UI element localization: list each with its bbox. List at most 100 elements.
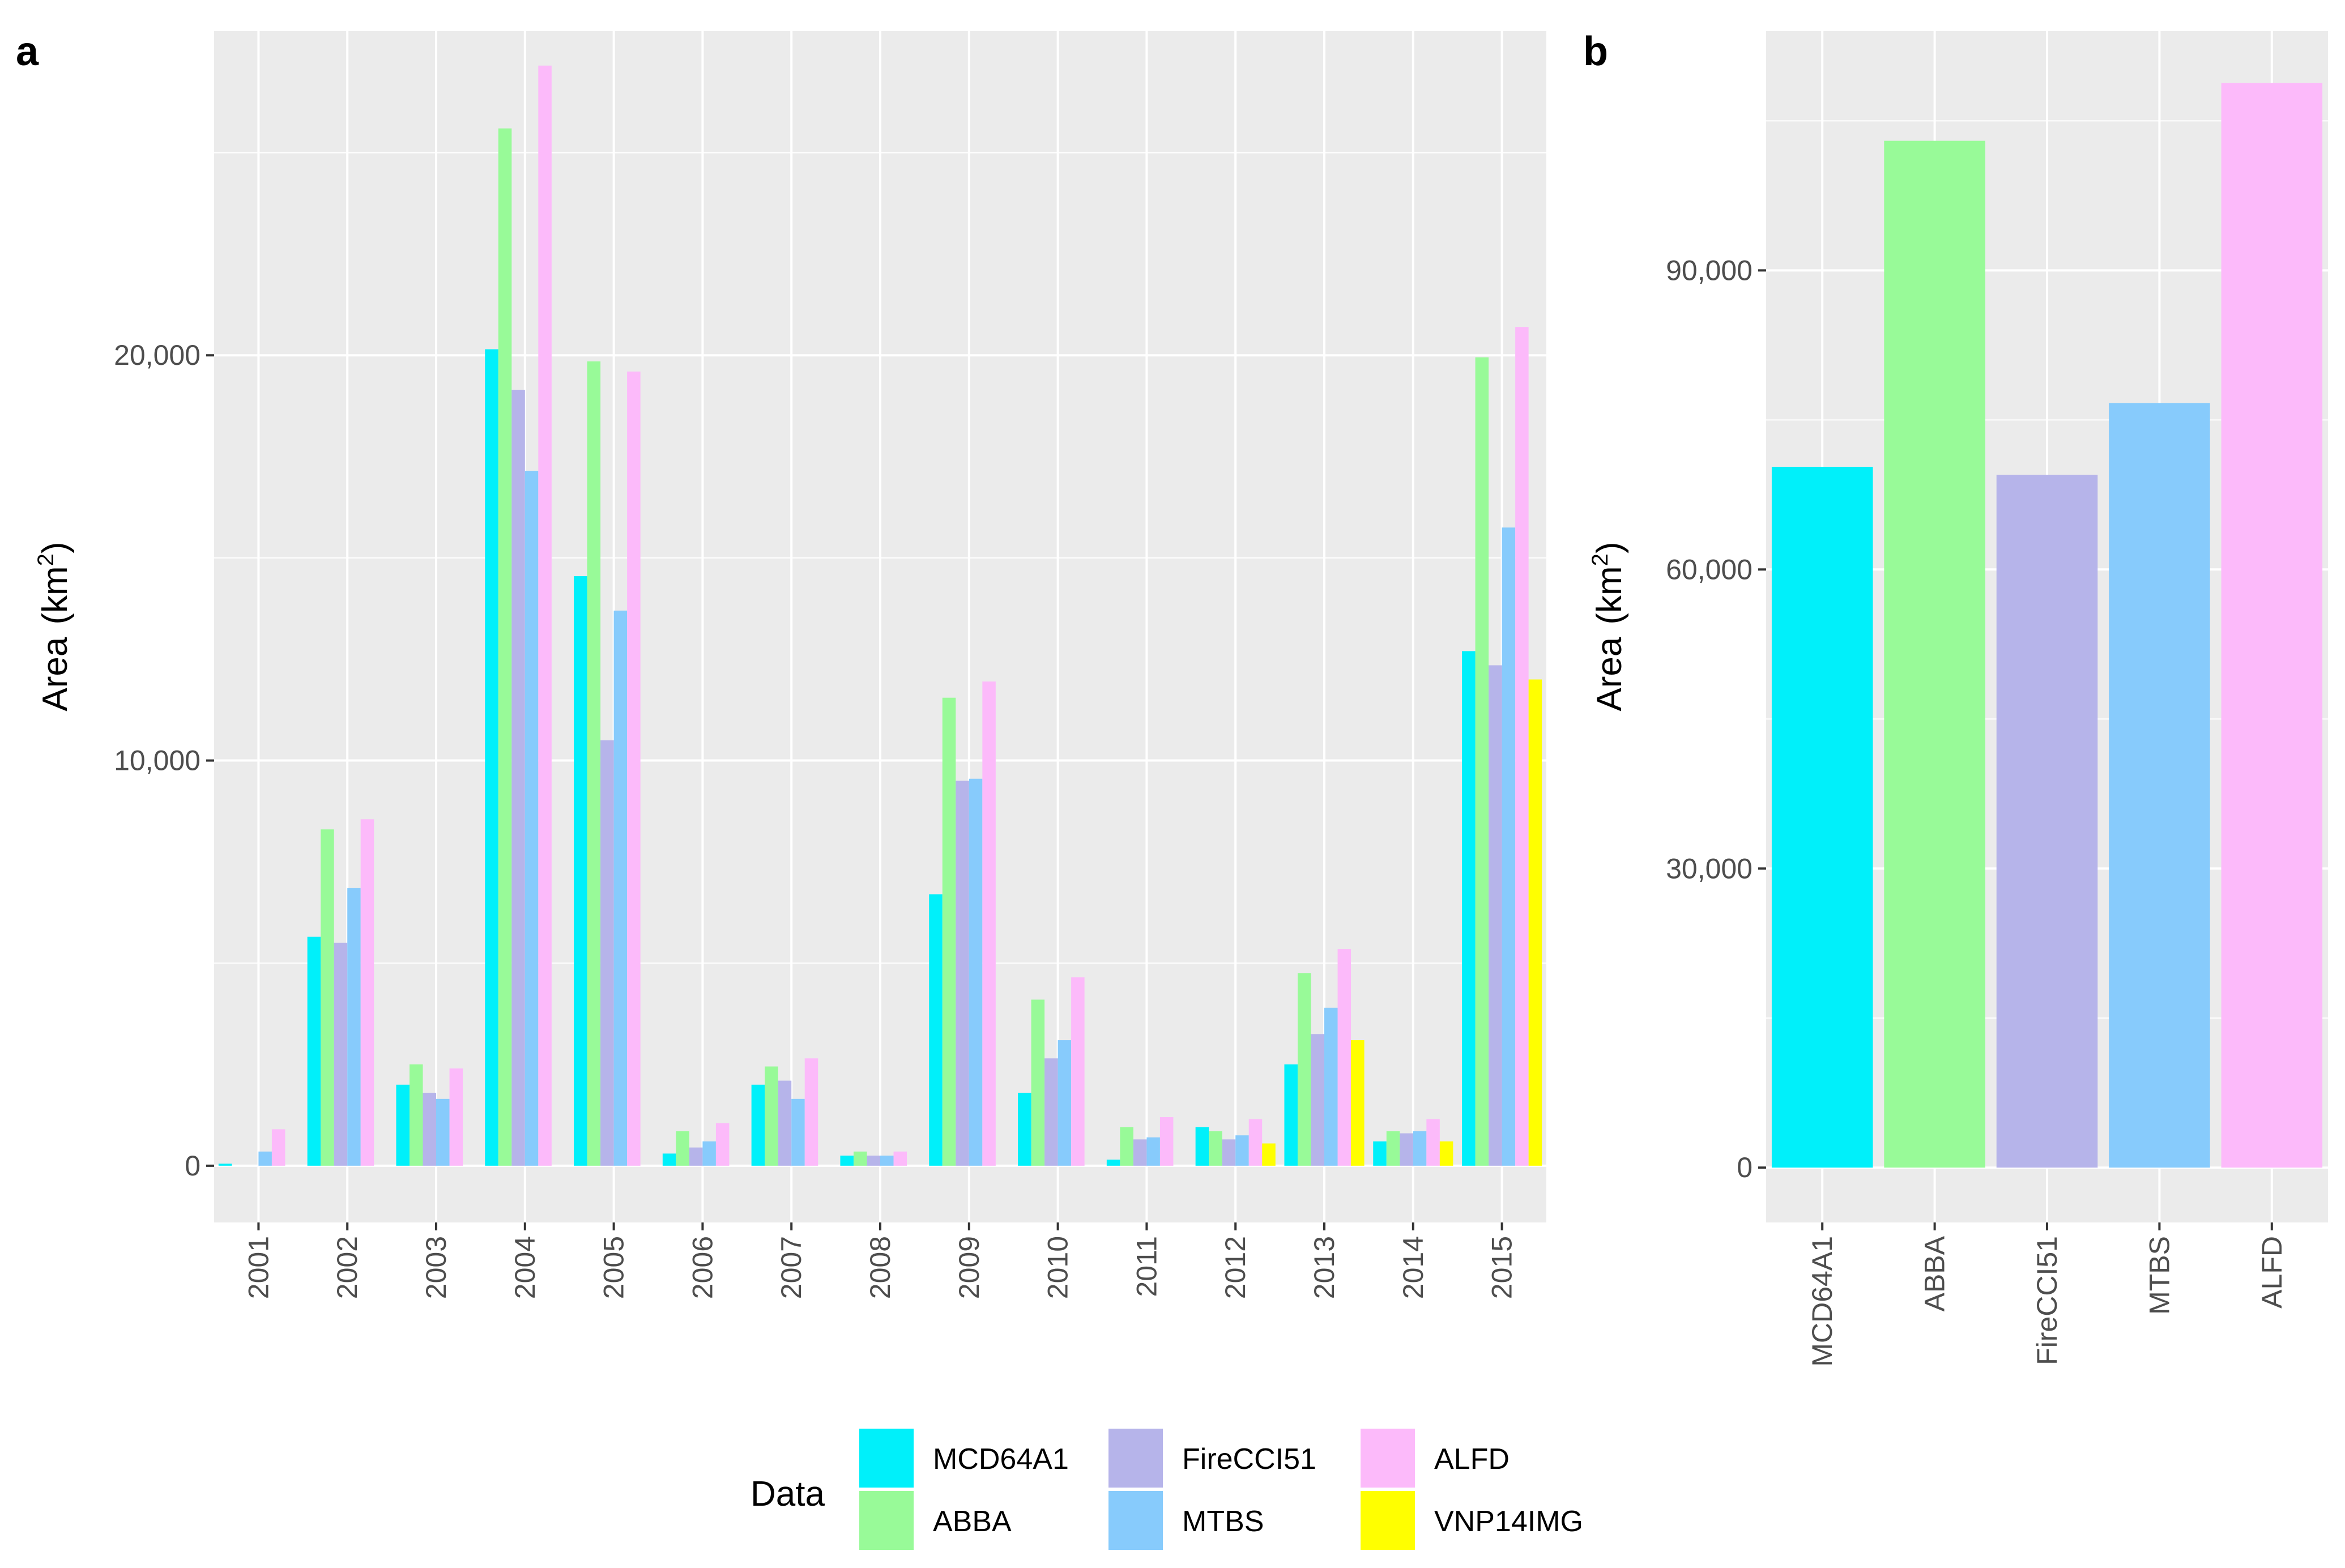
bar-mtbs-2004 xyxy=(525,471,539,1166)
bar-mcd64a1-2004 xyxy=(485,349,498,1166)
legend-label-vnp14img: VNP14IMG xyxy=(1434,1505,1583,1538)
panel-b-x-tick-label: ABBA xyxy=(1919,1235,1951,1311)
bar-abba-2003 xyxy=(409,1064,423,1166)
bar-mtbs-2013 xyxy=(1324,1007,1338,1166)
legend-swatch-mtbs xyxy=(1106,1489,1165,1552)
panel-a-x-tick-label: 2010 xyxy=(1042,1236,1074,1299)
bar-firecci51-2003 xyxy=(423,1093,436,1166)
bar-alfd-2007 xyxy=(804,1058,818,1166)
bar-alfd-2006 xyxy=(715,1123,730,1166)
bar-mtbs-2014 xyxy=(1413,1131,1427,1166)
bar-abba-2012 xyxy=(1209,1131,1222,1166)
legend-swatch-alfd xyxy=(1358,1426,1417,1490)
bar-abba-2010 xyxy=(1031,999,1045,1166)
bar-alfd-2003 xyxy=(449,1068,463,1166)
panel-a-x-tick-label: 2013 xyxy=(1308,1236,1340,1299)
bar-mcd64a1-2010 xyxy=(1018,1093,1031,1166)
bar-abba-2014 xyxy=(1386,1131,1400,1166)
bar-vnp14img-2013 xyxy=(1351,1040,1365,1166)
panel-a-x-tick-label: 2008 xyxy=(864,1236,896,1299)
panel-a-y-tick-label: 10,000 xyxy=(114,745,201,777)
bar-mtbs-2011 xyxy=(1146,1137,1160,1166)
panel-a-x-tick-label: 2004 xyxy=(509,1236,541,1299)
panel-a-x-tick-label: 2009 xyxy=(953,1236,985,1299)
bar-abba-2015 xyxy=(1475,357,1489,1166)
bar-firecci51-2015 xyxy=(1489,665,1502,1166)
bar-mcd64a1-2002 xyxy=(307,936,321,1166)
legend: Data MCD64A1 ABBA FireCCI51 MTBS ALFD VNP14IM… xyxy=(751,1426,1583,1552)
panel-a-x-tick-label: 2012 xyxy=(1220,1236,1251,1299)
bar-mcd64a1-2001 xyxy=(218,1164,232,1166)
bar-mcd64a1-2012 xyxy=(1195,1127,1209,1166)
panel-b-x-tick-label: MTBS xyxy=(2143,1236,2175,1315)
panel-b-y-axis-title-unit: (km xyxy=(1590,566,1629,624)
bar-abba-2004 xyxy=(498,128,512,1166)
bar-alfd-2010 xyxy=(1071,977,1085,1166)
panel-a-x-tick-label: 2014 xyxy=(1397,1236,1429,1299)
bar-alfd-2005 xyxy=(627,371,641,1166)
panel-a-y-axis-title-close: ) xyxy=(36,542,75,553)
panel-a-x-tick-label: 2007 xyxy=(775,1236,807,1299)
bar-mcd64a1-2013 xyxy=(1284,1064,1298,1166)
bar-mcd64a1-2015 xyxy=(1462,651,1476,1166)
bar-total-firecci51 xyxy=(1996,475,2098,1168)
bar-total-mtbs xyxy=(2109,403,2210,1168)
bar-alfd-2002 xyxy=(360,819,374,1166)
legend-swatch-firecci51 xyxy=(1106,1426,1165,1490)
bar-vnp14img-2012 xyxy=(1262,1143,1276,1166)
bar-alfd-2004 xyxy=(538,65,552,1166)
panel-a-x-tick-label: 2011 xyxy=(1131,1236,1162,1297)
panel-a-x-tick-label: 2006 xyxy=(687,1236,718,1299)
bar-vnp14img-2015 xyxy=(1528,679,1542,1166)
panel-a-x-tick-label: 2005 xyxy=(598,1236,630,1299)
bar-abba-2011 xyxy=(1120,1127,1133,1166)
bar-mcd64a1-2006 xyxy=(662,1153,676,1166)
panel-b-label: b xyxy=(1583,29,1608,74)
panel-a-y-axis-title-unit: (km xyxy=(36,566,75,624)
panel-a-x-tick-label: 2002 xyxy=(331,1236,363,1299)
bar-alfd-2015 xyxy=(1515,327,1529,1166)
bar-mtbs-2010 xyxy=(1058,1040,1072,1166)
bar-firecci51-2011 xyxy=(1133,1139,1147,1166)
panel-a-y-axis-title-sup: 2 xyxy=(33,553,58,566)
bar-firecci51-2004 xyxy=(511,390,525,1166)
panel-a-x-tick-label: 2001 xyxy=(242,1236,274,1299)
bar-abba-2009 xyxy=(942,697,956,1166)
bar-abba-2005 xyxy=(587,361,601,1166)
bar-alfd-2011 xyxy=(1159,1117,1174,1166)
bar-alfd-2013 xyxy=(1337,949,1351,1166)
bar-mtbs-2009 xyxy=(969,778,983,1166)
bar-firecci51-2007 xyxy=(778,1080,792,1166)
bar-alfd-2009 xyxy=(982,681,996,1166)
bar-mtbs-2001 xyxy=(258,1151,272,1166)
legend-title: Data xyxy=(751,1475,825,1514)
legend-swatch-mcd64a1 xyxy=(857,1426,916,1490)
bar-mtbs-2007 xyxy=(791,1098,805,1166)
bar-abba-2006 xyxy=(676,1131,689,1166)
panel-b-y-axis-title-main: Area xyxy=(1590,637,1629,711)
legend-swatch-abba xyxy=(857,1489,916,1552)
bar-mcd64a1-2005 xyxy=(574,576,587,1166)
panel-a-label: a xyxy=(16,29,39,74)
bar-alfd-2012 xyxy=(1248,1119,1263,1166)
bar-firecci51-2010 xyxy=(1044,1058,1058,1166)
panel-b-y-axis-title-sup: 2 xyxy=(1588,553,1613,566)
panel-a-y-axis-title-main: Area xyxy=(36,637,75,711)
bar-firecci51-2002 xyxy=(334,943,348,1166)
bar-mcd64a1-2003 xyxy=(396,1084,410,1166)
legend-label-abba: ABBA xyxy=(933,1505,1012,1538)
bar-mtbs-2002 xyxy=(347,888,361,1166)
bar-mcd64a1-2014 xyxy=(1373,1141,1387,1166)
bar-vnp14img-2014 xyxy=(1439,1141,1453,1166)
bar-firecci51-2006 xyxy=(689,1147,703,1166)
bar-mtbs-2015 xyxy=(1502,527,1516,1166)
panel-b-x-ticks: MCD64A1 ABBA FireCCI51 MTBS ALFD xyxy=(1806,1222,2288,1367)
panel-b-y-tick-label: 90,000 xyxy=(1666,254,1753,286)
bar-total-abba xyxy=(1884,140,1985,1168)
panel-a-y-ticks: 0 10,000 20,000 xyxy=(114,339,214,1182)
bar-firecci51-2012 xyxy=(1222,1139,1236,1166)
panel-b-x-tick-label: FireCCI51 xyxy=(2031,1236,2063,1365)
bar-firecci51-2008 xyxy=(867,1155,880,1166)
bar-firecci51-2005 xyxy=(600,740,614,1166)
